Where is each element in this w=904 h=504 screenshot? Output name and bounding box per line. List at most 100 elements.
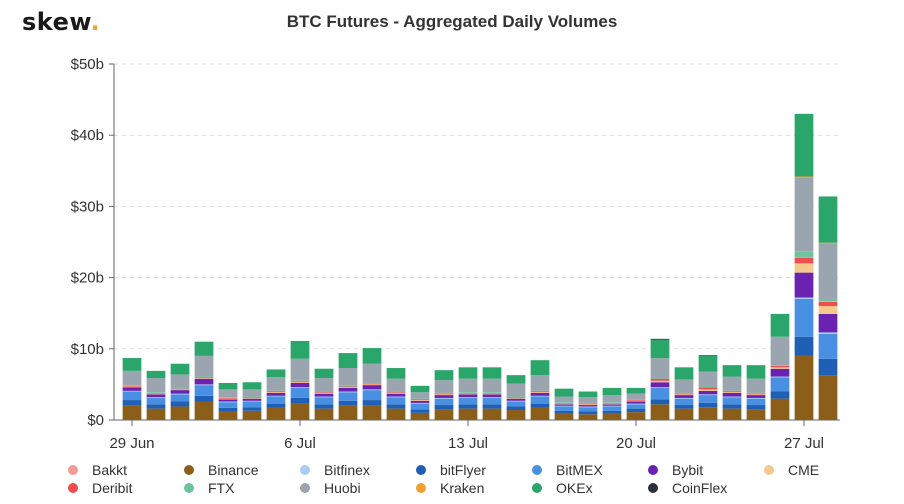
legend-label: CoinFlex: [672, 480, 728, 496]
legend-item-binance[interactable]: Binance: [184, 462, 259, 478]
bar-segment-ftx: [722, 390, 742, 392]
bar-segment-ftx: [482, 392, 502, 393]
legend-item-cme[interactable]: CME: [764, 462, 819, 478]
bar-segment-ftx: [146, 392, 166, 393]
bar-segment-bitfinex: [290, 387, 310, 388]
legend-swatch: [300, 483, 310, 493]
bar-segment-okex: [290, 340, 310, 359]
bar-segment-deribit: [458, 392, 478, 394]
bar-segment-deribit: [242, 397, 262, 398]
bar-segment-bitflyer: [170, 401, 190, 407]
bar-segment-bybit: [770, 368, 790, 377]
x-tick-label: 13 Jul: [448, 435, 488, 452]
legend-swatch: [532, 465, 542, 475]
bar-segment-bybit: [530, 392, 550, 396]
bar-segment-deribit: [818, 301, 838, 307]
bar-segment-deribit: [434, 393, 454, 395]
bar-segment-ftx: [746, 392, 766, 394]
bar-segment-bitfinex: [602, 405, 622, 407]
y-tick-label: $10b: [71, 341, 104, 358]
bar-segment-okex: [818, 196, 838, 243]
bar-segment-bitfinex: [746, 397, 766, 399]
bar-segment-bitflyer: [434, 405, 454, 410]
bar-segment-cme: [530, 392, 550, 393]
legend-item-bitfinex[interactable]: Bitfinex: [300, 462, 370, 478]
bar-segment-okex: [626, 387, 646, 394]
bar-segment-bybit: [266, 392, 286, 396]
bar-segment-cme: [602, 403, 622, 405]
bar-segment-deribit: [362, 383, 382, 385]
legend-swatch: [68, 465, 78, 475]
legend-item-okex[interactable]: OKEx: [532, 480, 593, 496]
bar-segment-deribit: [146, 392, 166, 394]
legend-item-ftx[interactable]: FTX: [184, 480, 234, 496]
bar-segment-binance: [674, 408, 694, 420]
bar-segment-huobi: [554, 396, 574, 403]
bar-segment-binance: [818, 375, 838, 420]
bar-segment-coinflex: [698, 355, 718, 356]
bar-segment-binance: [530, 407, 550, 420]
bar-segment-binance: [386, 408, 406, 420]
legend-item-bitmex[interactable]: BitMEX: [532, 462, 603, 478]
bar-segment-deribit: [554, 402, 574, 404]
bar-segment-deribit: [722, 391, 742, 393]
bar-segment-huobi: [770, 336, 790, 366]
legend-item-bakkt[interactable]: Bakkt: [68, 462, 127, 478]
bar-segment-cme: [794, 263, 814, 273]
bar-segment-ftx: [626, 399, 646, 401]
bar-segment-bybit: [122, 387, 142, 391]
bar-segment-okex: [314, 368, 334, 378]
bar-segment-cme: [458, 393, 478, 395]
bar-segment-cme: [314, 392, 334, 394]
bar-segment-binance: [554, 413, 574, 420]
bar-segment-bitflyer: [530, 403, 550, 408]
bar-segment-bitfinex: [770, 376, 790, 378]
bar-segment-bitflyer: [386, 404, 406, 409]
bar-segment-deribit: [194, 377, 214, 378]
legend-item-huobi[interactable]: Huobi: [300, 480, 361, 496]
bar-segment-okex: [170, 363, 190, 375]
bar-segment-bybit: [746, 395, 766, 398]
bar-segment-okex: [530, 360, 550, 376]
legend-item-kraken[interactable]: Kraken: [416, 480, 484, 496]
bar-segment-huobi: [650, 358, 670, 378]
bar-segment-ftx: [170, 387, 190, 389]
bar-segment-ftx: [266, 390, 286, 392]
bar-segment-okex: [482, 367, 502, 379]
bar-segment-ftx: [650, 377, 670, 379]
bar-segment-bitmex: [122, 391, 142, 401]
bar-segment-cme: [362, 384, 382, 386]
bar-segment-deribit: [338, 386, 358, 388]
bar-segment-deribit: [218, 397, 238, 399]
bar-segment-deribit: [410, 399, 430, 401]
bar-segment-bitmex: [242, 401, 262, 408]
legend-item-bitflyer[interactable]: bitFlyer: [416, 462, 486, 478]
legend-label: bitFlyer: [440, 462, 486, 478]
bar-segment-bybit: [626, 401, 646, 404]
bar-segment-bitfinex: [722, 396, 742, 398]
bar-segment-okex: [338, 353, 358, 369]
bar-segment-binance: [242, 410, 262, 420]
bar-segment-bitflyer: [146, 404, 166, 409]
bar-segment-coinflex: [650, 338, 670, 340]
bar-segment-bitmex: [602, 406, 622, 411]
bar-segment-binance: [410, 412, 430, 420]
bar-segment-okex: [650, 339, 670, 359]
bar-segment-binance: [146, 408, 166, 420]
bar-segment-deribit: [650, 378, 670, 381]
bar-segment-cme: [554, 403, 574, 405]
legend-item-coinflex[interactable]: CoinFlex: [648, 480, 727, 496]
legend-item-deribit[interactable]: Deribit: [68, 480, 132, 496]
bar-segment-deribit: [290, 381, 310, 383]
bar-segment-bitmex: [578, 407, 598, 412]
bar-segment-bybit: [650, 382, 670, 388]
bar-segment-ftx: [410, 398, 430, 400]
bar-segment-bitfinex: [410, 402, 430, 404]
bar-segment-bakkt: [794, 256, 814, 258]
bar-segment-huobi: [434, 380, 454, 393]
bar-segment-huobi: [266, 377, 286, 391]
bar-segment-huobi: [242, 389, 262, 397]
legend-item-bybit[interactable]: Bybit: [648, 462, 703, 478]
legend-label: Deribit: [92, 480, 133, 496]
y-tick-label: $0: [87, 412, 104, 429]
